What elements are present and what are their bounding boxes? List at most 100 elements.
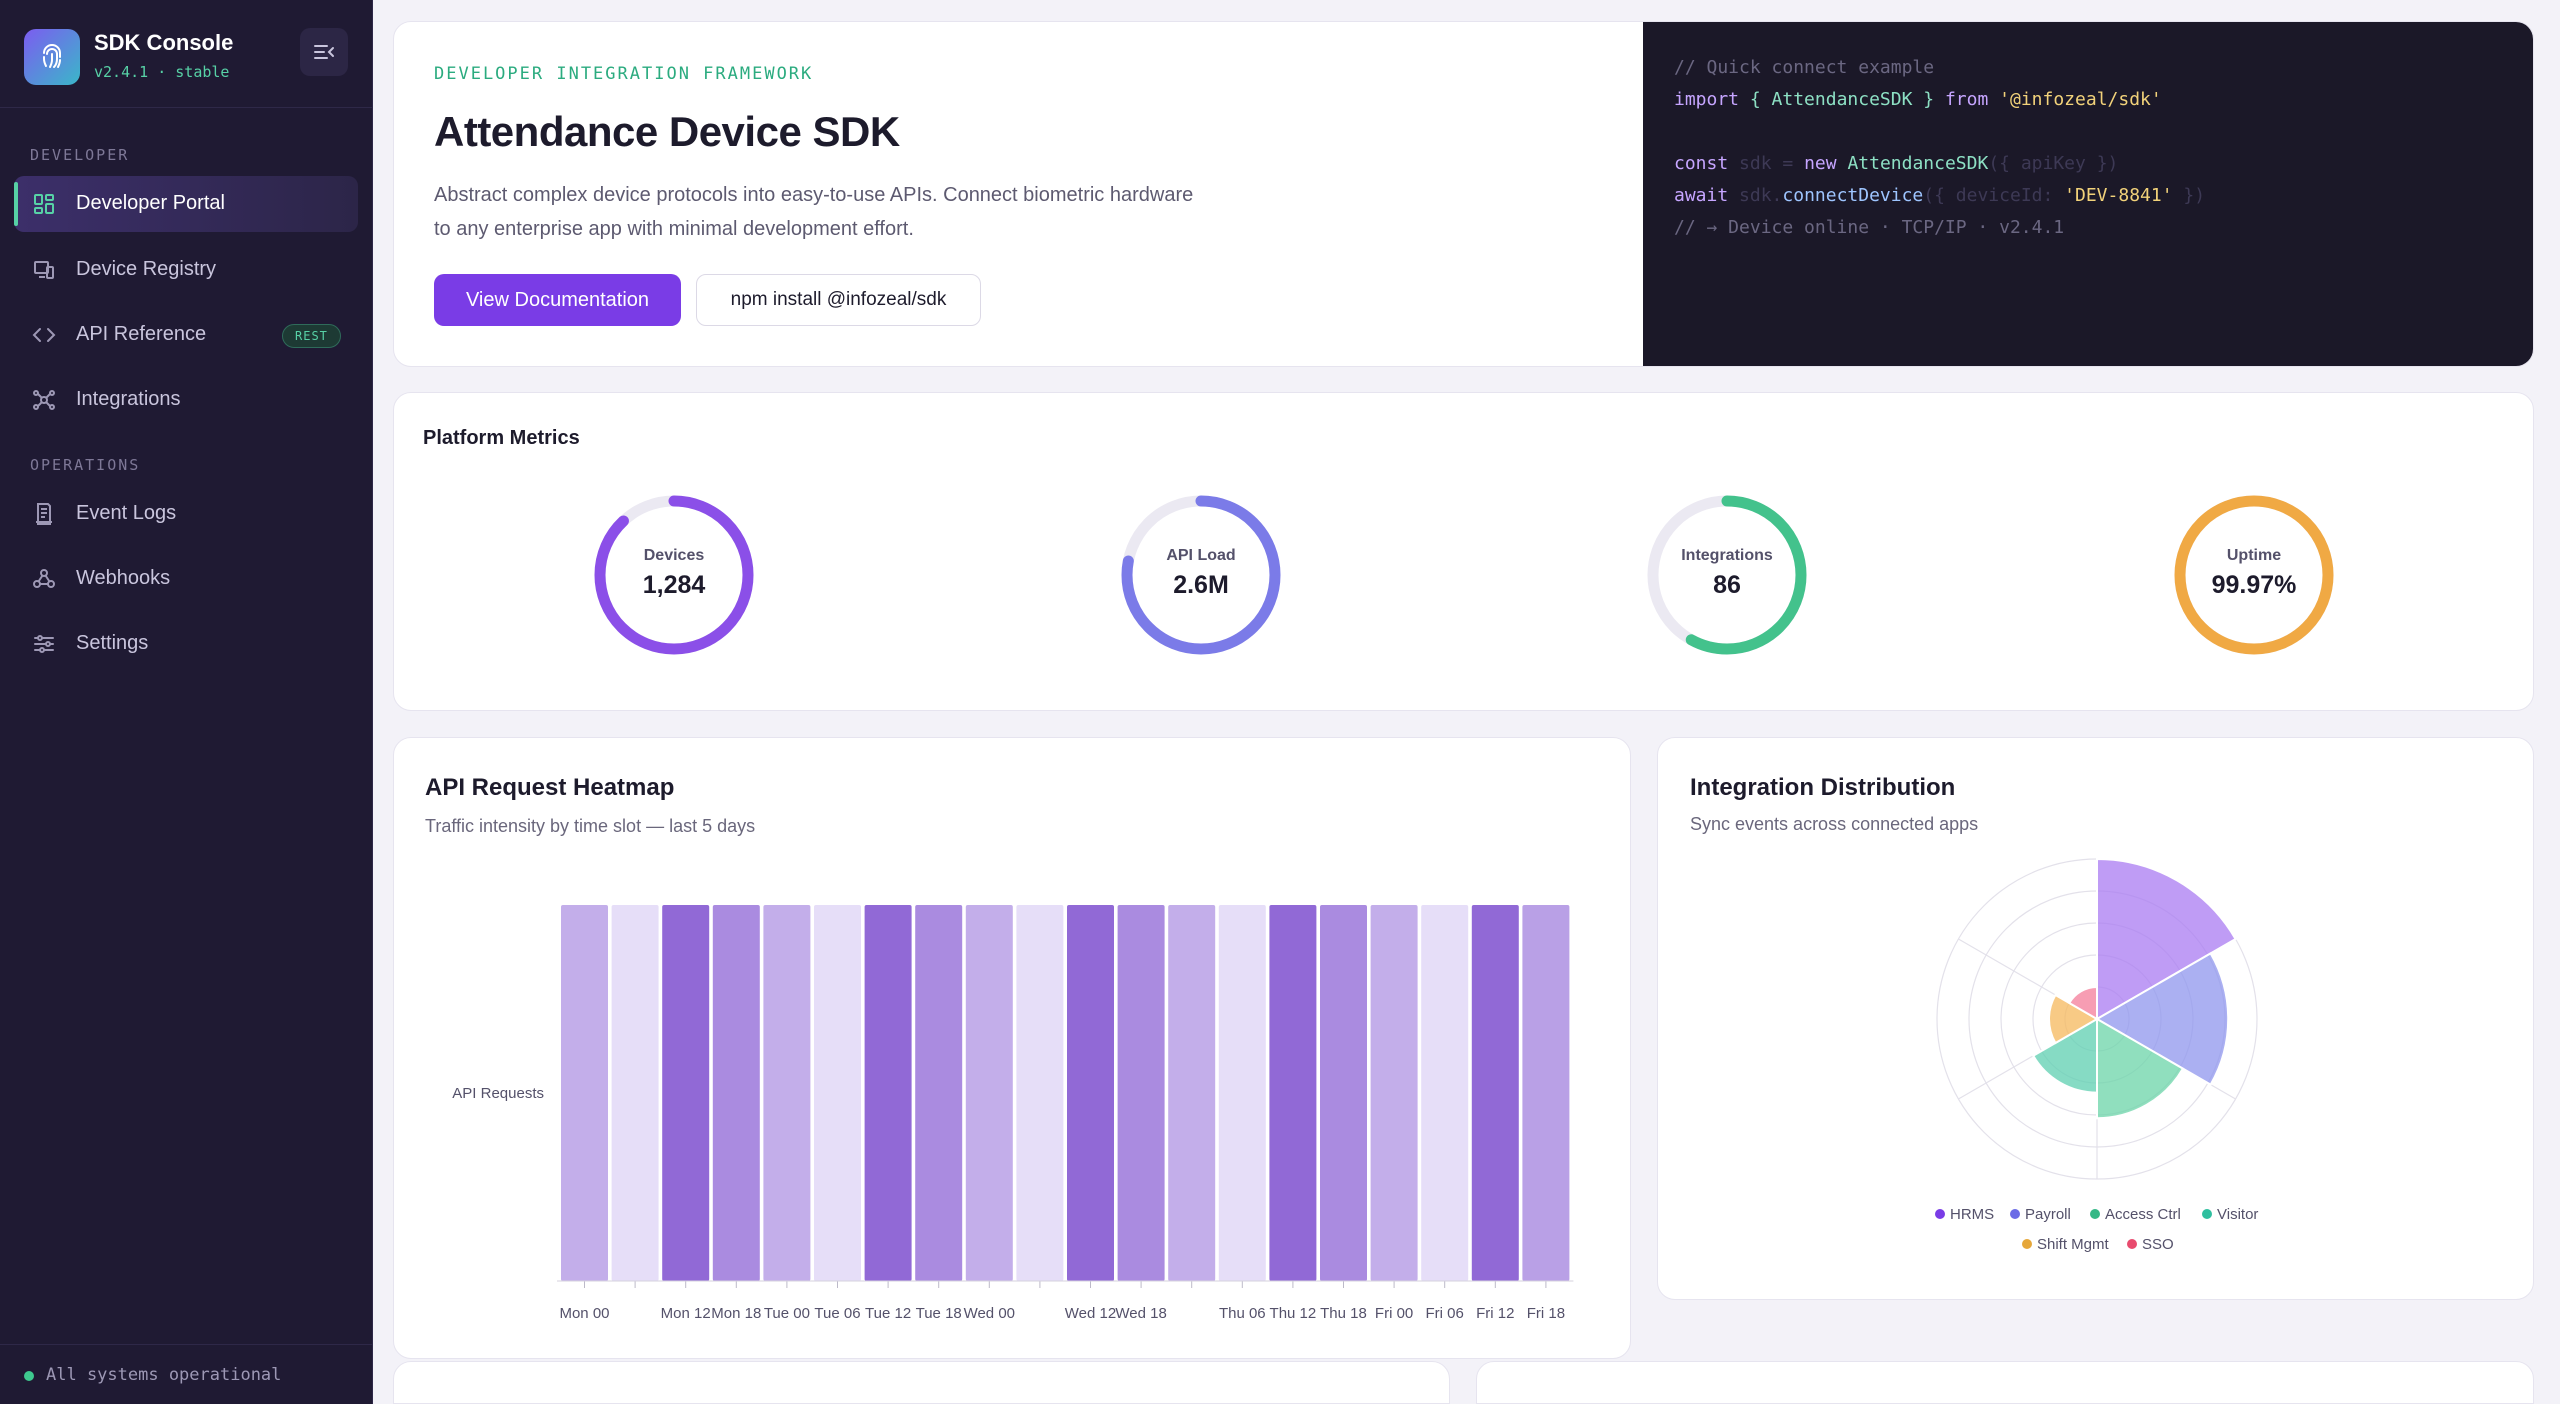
metric-ring-api-load: API Load 2.6M — [1117, 491, 1285, 659]
npm-install-command[interactable]: npm install @infozeal/sdk — [696, 274, 981, 326]
hero-eyebrow: DEVELOPER INTEGRATION FRAMEWORK — [434, 64, 814, 84]
heatmap-cell — [1471, 905, 1519, 1281]
view-documentation-button[interactable]: View Documentation — [434, 274, 681, 326]
sidebar: SDK Console v2.4.1 · stable DEVELOPER De… — [0, 0, 373, 1404]
metric-label: Integrations — [1681, 547, 1773, 564]
sidebar-item-label: Event Logs — [76, 502, 177, 524]
sidebar-item-label: Integrations — [76, 388, 181, 410]
sidebar-item-developer-portal[interactable]: Developer Portal — [14, 176, 358, 232]
sidebar-item-settings[interactable]: Settings — [14, 616, 358, 672]
heatmap-cell — [763, 905, 811, 1281]
sidebar-item-integrations[interactable]: Integrations — [14, 372, 358, 428]
ring-progress — [2174, 495, 2334, 655]
heatmap-tick-label: Thu 18 — [1320, 1305, 1367, 1322]
collapse-sidebar-button[interactable] — [300, 28, 348, 76]
heatmap-tick-label: Mon 18 — [711, 1305, 761, 1322]
api-heatmap-card: API Request Heatmap Traffic intensity by… — [393, 737, 1631, 1359]
heatmap-cell — [1421, 905, 1469, 1281]
metric-label: Devices — [643, 547, 705, 564]
metric-value: 86 — [1713, 571, 1741, 599]
heatmap-cell — [1370, 905, 1418, 1281]
sidebar-item-device-registry[interactable]: Device Registry — [14, 242, 358, 298]
legend-item[interactable]: Payroll — [2010, 1206, 2071, 1223]
legend-swatch — [1935, 1209, 1945, 1219]
devices-icon — [34, 261, 54, 279]
legend-label: Shift Mgmt — [2037, 1236, 2109, 1253]
menu-collapse-icon — [314, 45, 334, 59]
heatmap-cell — [1320, 905, 1367, 1281]
code-token: await — [1674, 185, 1729, 206]
legend-label: Visitor — [2217, 1206, 2259, 1223]
polar-slice-visitor — [2031, 1017, 2098, 1094]
heatmap-cell — [1168, 905, 1216, 1281]
sidebar-item-webhooks[interactable]: Webhooks — [14, 551, 358, 607]
code-icon — [32, 328, 56, 342]
legend-swatch — [2090, 1209, 2100, 1219]
heatmap-tick-label: Mon 12 — [661, 1305, 711, 1322]
legend-item[interactable]: Visitor — [2202, 1206, 2258, 1223]
legend-item[interactable]: SSO — [2127, 1236, 2174, 1253]
heatmap-tick-label: Fri 06 — [1426, 1305, 1464, 1322]
polar-slice-shift-mgmt — [2048, 993, 2099, 1045]
metric-ring-uptime: Uptime 99.97% — [2170, 491, 2338, 659]
metric-value: 2.6M — [1173, 571, 1229, 599]
heatmap-cell — [915, 905, 963, 1281]
ring-progress — [594, 495, 754, 655]
code-token: const — [1674, 153, 1729, 174]
heatmap-tick-label: Wed 18 — [1115, 1305, 1166, 1322]
heatmap-tick-label: Thu 12 — [1270, 1305, 1317, 1322]
legend-label: SSO — [2142, 1236, 2174, 1253]
heatmap-subtitle: Traffic intensity by time slot — last 5 … — [425, 816, 756, 836]
fingerprint-icon — [24, 29, 80, 85]
heatmap-tick-label: Wed 12 — [1065, 1305, 1116, 1322]
heatmap-tick-label: Tue 00 — [764, 1305, 810, 1322]
network-icon — [33, 390, 55, 410]
brand-header: SDK Console v2.4.1 · stable — [0, 0, 373, 108]
legend-item[interactable]: Access Ctrl — [2090, 1206, 2181, 1223]
legend-item[interactable]: Shift Mgmt — [2022, 1236, 2109, 1253]
sidebar-item-label: Webhooks — [76, 567, 171, 589]
code-token: '@infozeal/sdk' — [1999, 89, 2162, 110]
code-token: import — [1674, 89, 1740, 110]
sidebar-item-api-reference[interactable]: API Reference REST — [14, 307, 358, 363]
code-token: 'DEV-8841' — [2064, 185, 2173, 206]
sliders-icon — [34, 635, 54, 653]
code-snippet: // Quick connect example import { Attend… — [1643, 22, 2533, 366]
heatmap-cell — [1117, 905, 1165, 1281]
hero-card: DEVELOPER INTEGRATION FRAMEWORK Attendan… — [393, 21, 2534, 367]
hero-description: Abstract complex device protocols into e… — [434, 184, 1194, 240]
heatmap-tick-label: Fri 12 — [1476, 1305, 1514, 1322]
status-text: All systems operational — [46, 1365, 282, 1385]
metric-ring-devices: Devices 1,284 — [590, 491, 758, 659]
metric-value: 1,284 — [642, 571, 706, 599]
code-comment: // → Device online · TCP/IP · v2.4.1 — [1674, 217, 2065, 238]
legend-swatch — [2010, 1209, 2020, 1219]
polar-slice-access-ctrl — [2096, 1017, 2185, 1120]
sidebar-item-label: Developer Portal — [76, 192, 225, 214]
distribution-title: Integration Distribution — [1690, 774, 1956, 801]
heatmap-tick-label: Tue 06 — [814, 1305, 860, 1322]
code-token: }) — [2183, 185, 2206, 206]
nav-section-operations: OPERATIONS — [30, 456, 141, 474]
heatmap-tick-label: Fri 00 — [1375, 1305, 1413, 1322]
polar-slice-hrms — [2096, 857, 2237, 1021]
dashboard-icon — [34, 194, 54, 214]
heatmap-tick-label: Fri 18 — [1527, 1305, 1565, 1322]
code-comment: // Quick connect example — [1674, 57, 1935, 78]
sidebar-item-event-logs[interactable]: Event Logs — [14, 486, 358, 542]
legend-swatch — [2127, 1239, 2137, 1249]
heatmap-cell — [1522, 905, 1570, 1281]
ring-progress — [1647, 495, 1807, 655]
status-indicator-icon — [24, 1371, 34, 1381]
heatmap-tick-label: Tue 12 — [865, 1305, 911, 1322]
heatmap-cell — [611, 905, 659, 1281]
sidebar-item-label: API Reference — [76, 323, 207, 345]
heatmap-cell — [561, 905, 608, 1281]
heatmap-tick-label: Thu 06 — [1219, 1305, 1266, 1322]
legend-item[interactable]: HRMS — [1935, 1206, 1994, 1223]
heatmap-cell — [662, 905, 710, 1281]
page-title: Attendance Device SDK — [434, 108, 900, 155]
brand-title: SDK Console — [94, 30, 234, 55]
bottom-card-left — [393, 1361, 1450, 1404]
